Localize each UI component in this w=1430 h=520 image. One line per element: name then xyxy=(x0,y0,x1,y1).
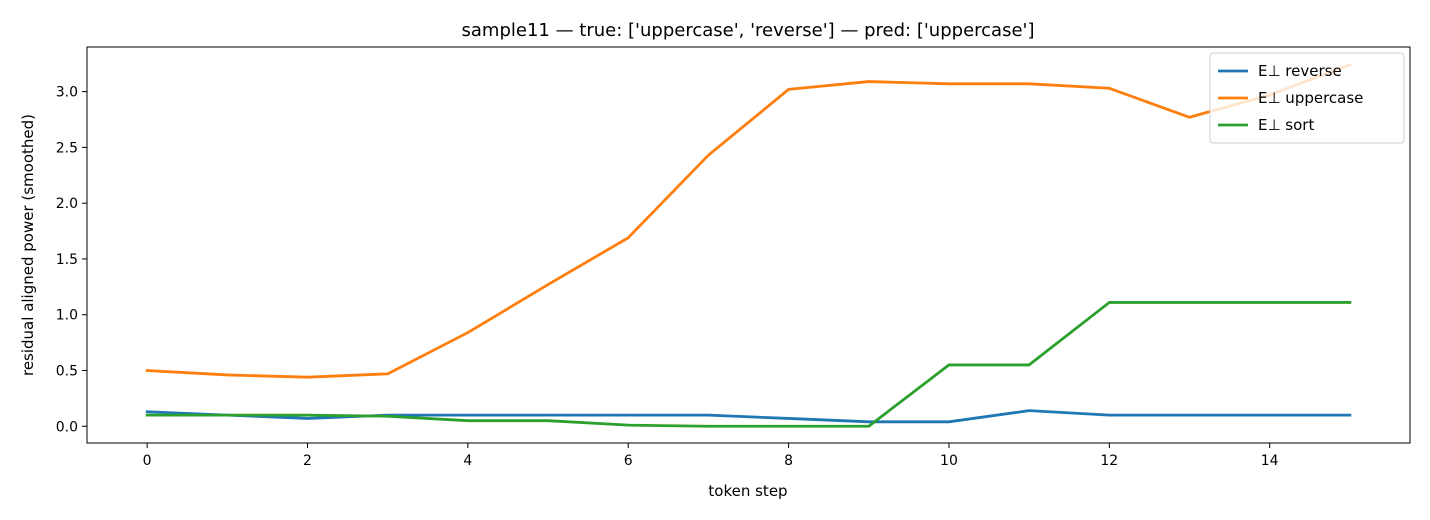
x-tick-label: 14 xyxy=(1261,453,1279,469)
x-tick-label: 6 xyxy=(624,453,633,469)
x-tick-label: 4 xyxy=(463,453,472,469)
chart-title: sample11 — true: ['uppercase', 'reverse'… xyxy=(462,20,1035,41)
y-tick-label: 2.5 xyxy=(56,140,78,156)
x-tick-label: 8 xyxy=(784,453,793,469)
y-axis-title: residual aligned power (smoothed) xyxy=(19,114,37,376)
legend: E⊥ reverse E⊥ uppercase E⊥ sort xyxy=(1209,52,1405,144)
series-line-2 xyxy=(145,301,1352,428)
y-tick-label: 1.5 xyxy=(56,252,78,268)
y-axis: 0.0 0.5 1.0 1.5 2.0 2.5 3.0 xyxy=(56,85,87,435)
x-tick-label: 0 xyxy=(143,453,152,469)
series-line-1 xyxy=(145,63,1352,379)
legend-box xyxy=(1209,52,1405,144)
x-axis: 0 2 4 6 8 10 12 14 xyxy=(143,443,1279,469)
x-tick-label: 2 xyxy=(303,453,312,469)
y-tick-label: 1.0 xyxy=(56,308,78,324)
legend-label: E⊥ reverse xyxy=(1258,62,1342,80)
x-tick-label: 12 xyxy=(1100,453,1118,469)
x-axis-title: token step xyxy=(708,482,787,500)
y-tick-label: 2.0 xyxy=(56,196,78,212)
plot-frame xyxy=(86,46,1411,444)
legend-label: E⊥ uppercase xyxy=(1258,89,1363,107)
y-tick-label: 3.0 xyxy=(56,85,78,101)
x-tick-label: 10 xyxy=(940,453,958,469)
series-lines xyxy=(145,63,1352,428)
y-tick-label: 0.5 xyxy=(56,363,78,379)
legend-label: E⊥ sort xyxy=(1258,116,1314,134)
y-tick-label: 0.0 xyxy=(56,419,78,435)
